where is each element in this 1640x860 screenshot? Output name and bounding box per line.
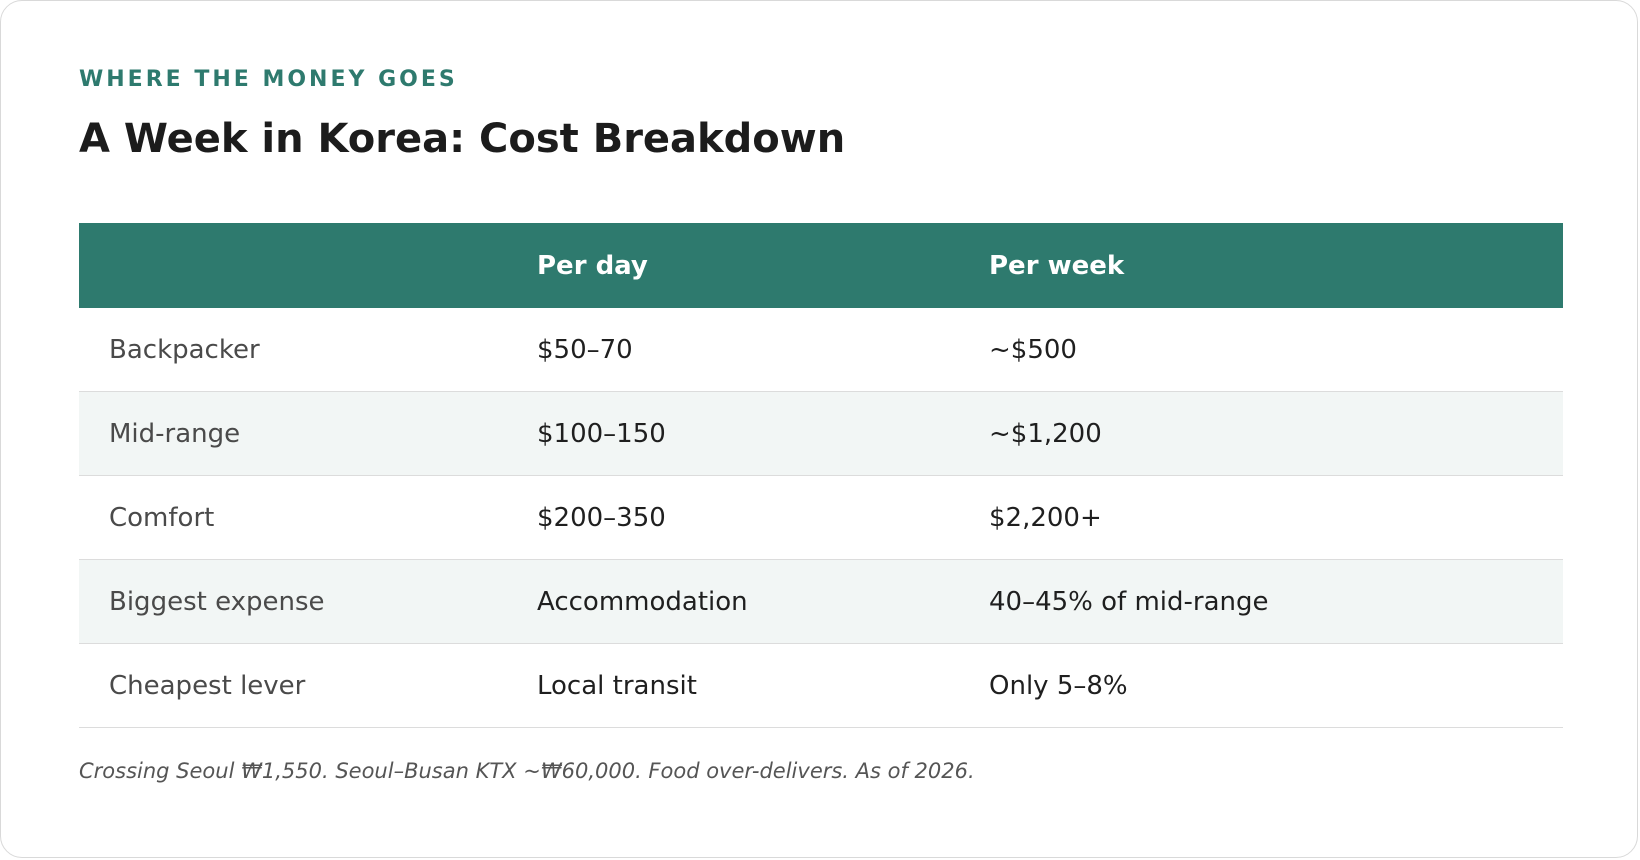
table-header-row: Per day Per week <box>79 223 1563 308</box>
header-cell-category <box>79 223 537 308</box>
per-week-value: Only 5–8% <box>989 643 1563 728</box>
per-day-value: $50–70 <box>537 308 989 392</box>
table-row: Cheapest lever Local transit Only 5–8% <box>79 643 1563 728</box>
per-day-value: Accommodation <box>537 559 989 644</box>
row-label: Comfort <box>79 475 537 560</box>
per-day-value: $200–350 <box>537 475 989 560</box>
table-row: Mid-range $100–150 ~$1,200 <box>79 391 1563 476</box>
cost-table: Per day Per week Backpacker $50–70 ~$500… <box>79 223 1563 728</box>
kicker-label: WHERE THE MONEY GOES <box>79 67 458 92</box>
table-row: Biggest expense Accommodation 40–45% of … <box>79 559 1563 644</box>
footnote: Crossing Seoul ₩1,550. Seoul–Busan KTX ~… <box>79 759 975 783</box>
per-week-value: 40–45% of mid-range <box>989 559 1563 644</box>
row-label: Mid-range <box>79 391 537 476</box>
per-day-value: $100–150 <box>537 391 989 476</box>
table-row: Comfort $200–350 $2,200+ <box>79 475 1563 560</box>
per-day-value: Local transit <box>537 643 989 728</box>
row-label: Biggest expense <box>79 559 537 644</box>
row-label: Backpacker <box>79 308 537 392</box>
per-week-value: $2,200+ <box>989 475 1563 560</box>
page-title: A Week in Korea: Cost Breakdown <box>79 116 846 162</box>
header-cell-per-day: Per day <box>537 223 989 308</box>
per-week-value: ~$1,200 <box>989 391 1563 476</box>
per-week-value: ~$500 <box>989 308 1563 392</box>
row-label: Cheapest lever <box>79 643 537 728</box>
table-row: Backpacker $50–70 ~$500 <box>79 308 1563 392</box>
header-cell-per-week: Per week <box>989 223 1563 308</box>
